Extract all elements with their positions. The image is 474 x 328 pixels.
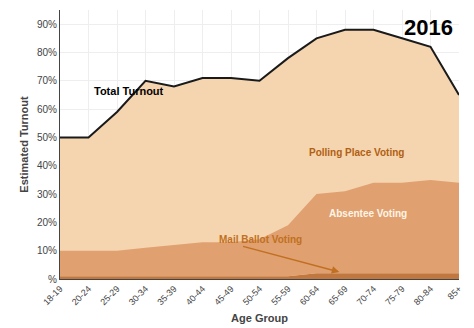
- svg-text:Absentee Voting: Absentee Voting: [329, 208, 407, 219]
- svg-text:50%: 50%: [37, 132, 57, 143]
- svg-text:30%: 30%: [37, 189, 57, 200]
- svg-text:18-19: 18-19: [41, 284, 64, 307]
- svg-text:Total Turnout: Total Turnout: [94, 85, 164, 97]
- svg-text:Age Group: Age Group: [231, 312, 288, 324]
- svg-text:20-24: 20-24: [70, 284, 93, 307]
- svg-text:20%: 20%: [37, 217, 57, 228]
- svg-text:35-39: 35-39: [155, 284, 178, 307]
- svg-text:Mail Ballot Voting: Mail Ballot Voting: [219, 234, 302, 245]
- svg-text:80-84: 80-84: [412, 284, 435, 307]
- svg-text:40%: 40%: [37, 160, 57, 171]
- svg-text:60%: 60%: [37, 104, 57, 115]
- svg-text:60-64: 60-64: [298, 284, 321, 307]
- svg-text:55-59: 55-59: [269, 284, 292, 307]
- svg-text:10%: 10%: [37, 245, 57, 256]
- svg-text:65-69: 65-69: [326, 284, 349, 307]
- svg-text:50-54: 50-54: [241, 284, 264, 307]
- svg-text:30-34: 30-34: [127, 284, 150, 307]
- svg-text:75-79: 75-79: [383, 284, 406, 307]
- svg-text:Polling Place Voting: Polling Place Voting: [309, 147, 404, 158]
- svg-text:40-44: 40-44: [184, 284, 207, 307]
- svg-text:70%: 70%: [37, 75, 57, 86]
- svg-text:2016: 2016: [404, 15, 453, 40]
- svg-text:Estimated Turnout: Estimated Turnout: [18, 96, 30, 193]
- svg-text:25-29: 25-29: [98, 284, 121, 307]
- svg-text:70-74: 70-74: [355, 284, 378, 307]
- svg-text:90%: 90%: [37, 19, 57, 30]
- svg-text:85+: 85+: [446, 284, 464, 302]
- svg-text:80%: 80%: [37, 47, 57, 58]
- svg-text:%: %: [48, 274, 57, 285]
- svg-text:45-49: 45-49: [212, 284, 235, 307]
